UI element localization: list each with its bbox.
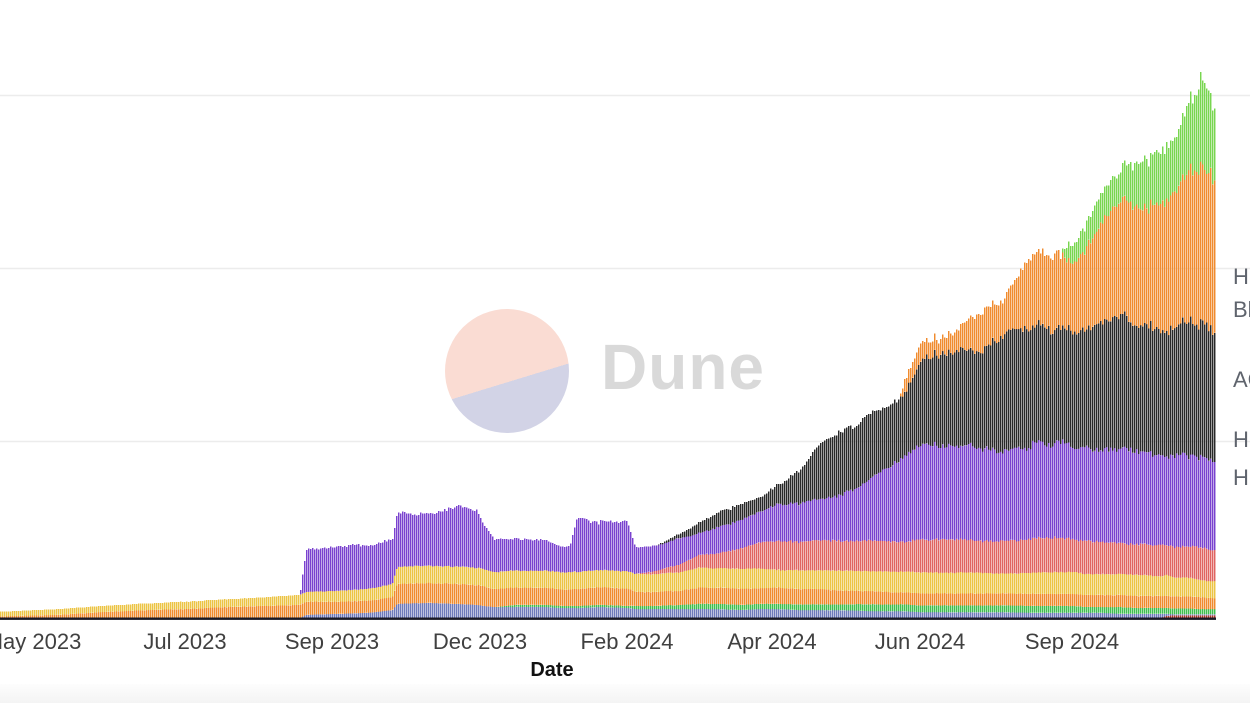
series-gold: [0, 565, 1216, 617]
dune-watermark-text: Dune: [601, 331, 765, 403]
x-axis-line: [0, 617, 1216, 620]
series-orange: [0, 582, 1216, 618]
series-crimson: [1160, 615, 1216, 618]
series-label-truncated: AC: [1233, 367, 1250, 392]
series-salmon: [638, 536, 1216, 582]
series-light-green: [1062, 72, 1216, 264]
footer-strip: [0, 684, 1250, 703]
x-axis-title: Date: [530, 659, 574, 681]
dune-logo-circle: [445, 309, 569, 433]
series-label-truncated: H: [1233, 427, 1249, 452]
series-label-truncated: Bl: [1233, 297, 1250, 322]
series-purple: [300, 439, 1216, 595]
series-label-truncated: H: [1233, 465, 1249, 490]
series-orange-2: [900, 161, 1216, 397]
series-slate-blue: [300, 603, 1216, 618]
series-green: [496, 603, 1216, 615]
series-black: [656, 311, 1216, 546]
series-label-truncated: H: [1233, 264, 1249, 289]
